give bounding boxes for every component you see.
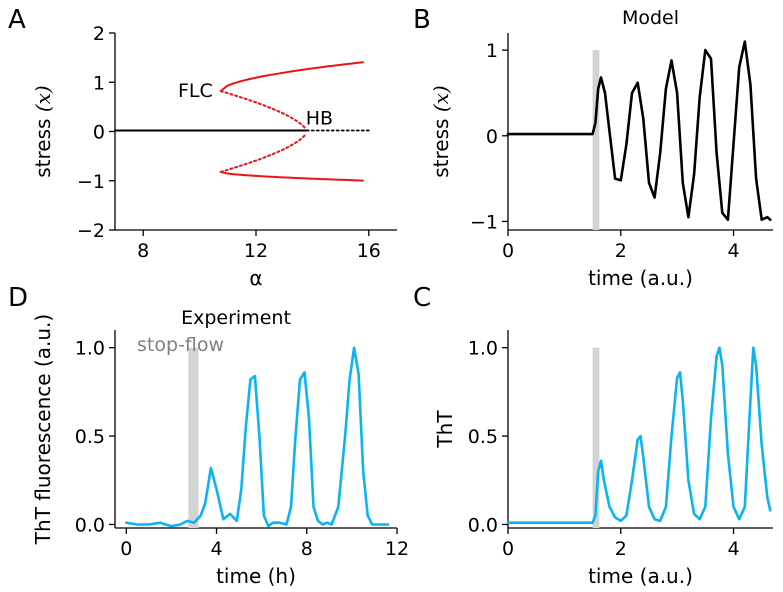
a-y-tick-label-0: 2 (93, 23, 105, 45)
b-title: Model (622, 7, 679, 29)
a-y-tick-label-3: −1 (77, 171, 105, 193)
panel-c-model-tht-chart: 0 2 4 1.0 0.5 0.0 time (a.u.) ThT (433, 330, 773, 588)
d-x-tick-label-3: 12 (385, 538, 409, 560)
d-x-tick-label-2: 8 (301, 538, 313, 560)
a-hb-annotation: HB (306, 108, 333, 130)
B-stop-flow-shade (592, 50, 600, 231)
d-title: Experiment (181, 307, 291, 329)
b-y-tick-label-2: −1 (470, 211, 498, 233)
c-y-tick-label-1: 0.5 (468, 426, 498, 448)
d-x-tick-label-0: 0 (120, 538, 132, 560)
b-y-axis-label: stress (x) (429, 85, 453, 177)
C-stop-flow-shade (592, 347, 600, 528)
b-x-axis-label: time (a.u.) (588, 266, 693, 290)
a-limit-cycle-upper-unstable-line (219, 90, 307, 131)
panel-d-experiment-tht-chart: 0 4 8 12 1.0 0.5 0.0 time (h) ThT fluorescence (… (31, 307, 409, 588)
d-y-tick-label-0: 1.0 (75, 338, 105, 360)
a-y-axis-label: stress (x) (31, 85, 55, 177)
d-x-tick-label-1: 4 (210, 538, 222, 560)
d-y-axis-label: ThT fluorescence (a.u.) (31, 314, 55, 545)
a-y-tick-label-2: 0 (93, 122, 105, 144)
c-x-tick-label-1: 2 (615, 538, 627, 560)
b-x-tick-label-2: 4 (727, 240, 739, 262)
c-x-axis-label: time (a.u.) (588, 564, 693, 588)
panel-letter-c: C (413, 283, 431, 313)
d-y-tick-label-2: 0.0 (75, 514, 105, 536)
panel-a-bifurcation-chart: 8 12 16 2 1 0 −1 −2 α stress (x) FLC HB (31, 23, 397, 290)
b-stress-trace-line (506, 40, 772, 221)
panel-letter-d: D (8, 283, 28, 313)
b-y-tick-label-0: 1 (486, 40, 498, 62)
a-flc-annotation: FLC (178, 80, 213, 102)
b-y-tick-label-1: 0 (486, 126, 498, 148)
a-y-tick-label-1: 1 (93, 72, 105, 94)
a-limit-cycle-lower-stable-line (219, 170, 364, 182)
c-x-tick-label-2: 4 (727, 538, 739, 560)
a-x-axis-label: α (249, 266, 262, 290)
d-tht-fluorescence-line (125, 346, 390, 528)
a-x-tick-label-2: 16 (357, 240, 381, 262)
panel-letter-b: B (413, 5, 431, 35)
a-y-tick-label-4: −2 (77, 220, 105, 242)
panel-letter-a: A (8, 5, 26, 35)
c-y-axis-label: ThT (433, 410, 457, 449)
c-y-tick-label-0: 1.0 (468, 338, 498, 360)
c-y-tick-label-2: 0.0 (468, 514, 498, 536)
c-x-tick-label-0: 0 (502, 538, 514, 560)
a-x-tick-label-0: 8 (137, 240, 149, 262)
a-limit-cycle-lower-unstable-line (219, 132, 307, 173)
b-x-tick-label-1: 2 (615, 240, 627, 262)
D-stop-flow-shade (188, 347, 199, 528)
c-tht-model-line (506, 346, 772, 525)
b-x-tick-label-0: 0 (502, 240, 514, 262)
a-limit-cycle-upper-stable-line (219, 61, 364, 93)
a-x-tick-label-1: 12 (244, 240, 268, 262)
d-stop-flow-annotation: stop-flow (137, 334, 224, 356)
d-x-axis-label: time (h) (216, 564, 296, 588)
d-y-tick-label-1: 0.5 (75, 426, 105, 448)
